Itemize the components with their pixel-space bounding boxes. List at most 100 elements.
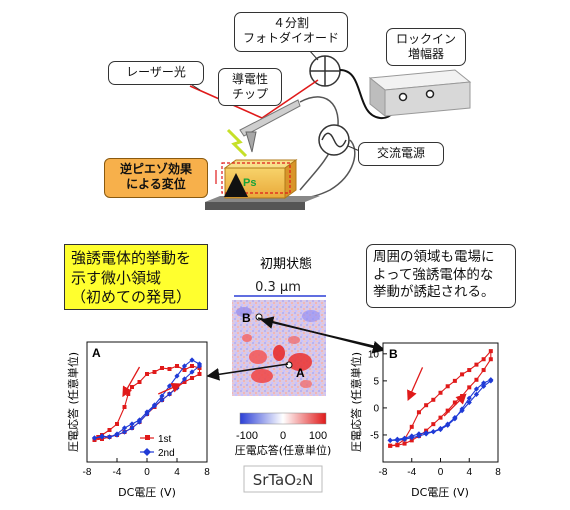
chart-a-series-1-point [159, 397, 165, 403]
chart-a-series-1-point [129, 425, 135, 431]
chart-b-series-1-point [409, 435, 415, 441]
chart-a-xtick-label: 0 [144, 467, 150, 478]
laser-callout: レーザー光 [108, 61, 204, 85]
chart-a-series-0-point [190, 364, 194, 368]
chart-b-xtick-label: 4 [466, 467, 472, 478]
chart-a-series-1-point [99, 434, 105, 440]
chart-b-xtick-label: -8 [379, 467, 388, 478]
chart-b-series-1-point [473, 386, 480, 392]
colorbar-label: 圧電応答(任意単位) [235, 443, 332, 457]
colorbar-tick-min: -100 [236, 430, 258, 442]
material-label: SrTaO₂N [253, 471, 314, 489]
chart-a-series-1-point [144, 411, 150, 417]
chart-a-series-0-point [145, 372, 149, 376]
chart-a-series-1-point [159, 393, 165, 399]
chart-a-panel-label: A [92, 346, 101, 360]
chart-b-ylabel: 圧電応答 (任意単位) [349, 352, 363, 452]
chart-a-series-1-point [106, 434, 113, 440]
chart-b-series-0-point [416, 410, 421, 415]
chart-b-series-0-point [409, 438, 414, 443]
chart-b-series-1-point [452, 415, 458, 421]
chart-b-series-1-point [437, 425, 444, 432]
chart-a-series-1-point [174, 373, 180, 379]
sample-block-icon: Ps [205, 159, 320, 210]
chart-a-series-1-point [181, 363, 188, 369]
arrow-to-chart-a [206, 363, 289, 381]
chart-a-series-0-point [115, 422, 119, 426]
chart-a-arrow-0 [122, 366, 141, 398]
chart-b-series-0-point [431, 422, 436, 427]
scale-label: 0.3 µm [255, 280, 301, 295]
chart-b-series-0-point [481, 368, 486, 373]
point-a-label: A [296, 366, 305, 380]
point-b-label: B [242, 311, 251, 325]
chart-b-xtick-label: -4 [407, 467, 416, 478]
chart-a-series-0-point [137, 380, 142, 384]
chart-b-series-1-point [473, 391, 480, 397]
chart-b-series-1-point [416, 433, 422, 439]
chart-b-series-1-point [481, 383, 487, 389]
chart-a-xtick-label: 4 [174, 467, 180, 478]
chart-b-series-1-point [466, 399, 472, 406]
chart-b-series-0-point [395, 443, 400, 448]
chart-b: -8 -4 0 4 8 -5 0 5 10 B DC電圧 (V) 圧電応答 (任意単位) [349, 342, 501, 499]
chart-a-xtick-label: 8 [204, 467, 210, 478]
chart-a-series-1-point [91, 435, 98, 441]
colorbar [239, 412, 327, 425]
photodiode-callout: ４分割 フォトダイオード [234, 12, 348, 52]
chart-b-series-0-point [474, 362, 479, 367]
chart-b-series-0-point [445, 408, 450, 413]
arrow-note-to-b [260, 316, 391, 351]
chart-a-series-0-point [175, 364, 179, 368]
chart-b-series-1-point [387, 437, 393, 443]
chart-b-series-0-point [409, 424, 414, 429]
chart-b-arrow-1 [443, 393, 467, 417]
chart-b-series-0-point [388, 443, 393, 448]
chart-b-series-0-point [438, 415, 443, 420]
chart-a-series-0-point [182, 380, 187, 384]
chart-b-xlabel: DC電圧 (V) [411, 486, 469, 499]
chart-b-series-1-point [466, 395, 472, 401]
chart-a: -8 -4 0 4 8 A DC電圧 (V) 圧電応答 (任意単位) 1st 2nd [66, 341, 210, 499]
ac-source-callout: 交流電源 [358, 142, 444, 166]
chart-b-series-0-point [445, 384, 450, 389]
chart-b-series-0-point [467, 368, 472, 373]
piezo-map: 初期状態 0.3 µm B A -100 0 100 圧電応答(任意単位) Sr… [232, 256, 332, 493]
chart-a-series-0-point [182, 368, 187, 372]
chart-b-series-0-point [438, 390, 443, 395]
piezo-callout: 逆ピエゾ効果 による変位 [104, 158, 208, 198]
chart-b-arrow-0 [407, 367, 424, 401]
legend-2nd: 2nd [158, 448, 175, 459]
chart-a-legend: 1st 2nd [140, 434, 175, 459]
chart-b-series-0-point [424, 403, 429, 408]
chart-b-series-0-point [460, 372, 465, 377]
chart-b-series-0-point [481, 357, 486, 362]
chart-a-arrow-1 [157, 382, 182, 395]
chart-b-series-1-point [430, 429, 436, 435]
chart-b-series-1-point [488, 378, 494, 384]
note-left: 強誘電体的挙動を 示す微小領域 （初めての発見） [64, 244, 208, 310]
apparatus-diagram: Ps [177, 39, 472, 210]
chart-a-xtick-label: -8 [83, 467, 92, 478]
chart-b-series-1-point [481, 380, 487, 386]
lockin-callout: ロックイン 増幅器 [386, 28, 466, 66]
chart-b-series-1-point [423, 431, 429, 437]
chart-a-series-1-point [151, 403, 158, 409]
chart-a-series-1-point [166, 391, 173, 397]
chart-b-series-1-point [445, 421, 451, 427]
chart-a-series-1-point [181, 376, 188, 382]
map-title: 初期状態 [260, 256, 312, 272]
chart-b-ytick-label: 5 [373, 376, 379, 387]
chart-b-series-0-point [402, 441, 407, 446]
chart-b-series-1-point [394, 437, 400, 443]
chart-b-series-1-point [401, 436, 408, 442]
chart-a-series-0-point [126, 392, 131, 396]
chart-a-series-1-point [196, 363, 203, 369]
chart-b-series-0-point [488, 349, 493, 354]
chart-b-series-0-point [431, 397, 436, 402]
chart-a-series-0-point [130, 385, 134, 389]
chart-a-series-1-point [129, 421, 135, 427]
chart-a-series-0-point [122, 405, 127, 409]
chart-a-series-1-point [114, 432, 120, 438]
